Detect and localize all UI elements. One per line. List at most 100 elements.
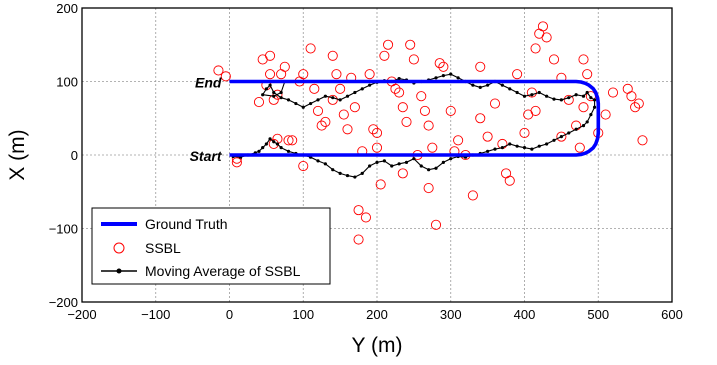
moving-average-point: [508, 87, 512, 91]
moving-average-point: [264, 87, 268, 91]
moving-average-point: [264, 142, 268, 146]
x-tick-label: 100: [292, 307, 314, 322]
moving-average-point: [316, 98, 320, 102]
x-tick-label: −200: [67, 307, 96, 322]
x-tick-label: −100: [141, 307, 170, 322]
moving-average-point: [331, 168, 335, 172]
ssbl-point: [298, 160, 309, 172]
moving-average-point: [478, 85, 482, 89]
moving-average-point: [500, 83, 504, 87]
ssbl-point: [408, 54, 419, 65]
moving-average-point: [268, 137, 272, 141]
ssbl-point: [467, 190, 478, 201]
y-tick-label: −100: [49, 222, 78, 237]
ssbl-point: [279, 61, 290, 72]
moving-average-point: [567, 131, 571, 135]
ssbl-point: [512, 69, 523, 80]
moving-average-point: [338, 98, 342, 102]
ssbl-point: [438, 61, 449, 72]
ssbl-point: [445, 105, 456, 116]
series-layer: [213, 21, 648, 245]
moving-average-point: [353, 90, 357, 95]
moving-average-point: [515, 90, 519, 95]
x-axis-label: Y (m): [352, 334, 403, 357]
x-tick-label: 0: [226, 307, 233, 322]
ssbl-point: [530, 43, 541, 54]
ssbl-point: [320, 116, 331, 127]
ssbl-point: [630, 102, 641, 113]
y-tick-label: 0: [71, 148, 78, 163]
ssbl-point: [548, 54, 560, 65]
ssbl-point: [434, 58, 445, 69]
x-tick-label: 400: [514, 307, 536, 322]
ssbl-point: [578, 102, 589, 113]
moving-average-point: [589, 96, 593, 100]
moving-average-point: [272, 94, 276, 98]
moving-average-point: [449, 72, 453, 76]
moving-average-point: [434, 166, 438, 170]
moving-average-point: [309, 101, 313, 106]
x-tick-label: 500: [587, 307, 609, 322]
ssbl-point: [453, 135, 464, 146]
ssbl-point: [379, 50, 390, 61]
moving-average-point: [272, 90, 276, 95]
legend: Ground Truth SSBL Moving Average of SSBL: [91, 207, 331, 285]
moving-average-point: [279, 90, 283, 95]
ssbl-point: [430, 219, 442, 230]
ssbl-point: [253, 97, 265, 108]
ssbl-point: [383, 39, 394, 50]
moving-average-point: [375, 160, 379, 164]
moving-average-point: [294, 101, 298, 106]
ssbl-point: [338, 109, 349, 120]
ssbl-point: [394, 87, 405, 98]
y-tick-label: −200: [49, 295, 78, 310]
annotation-start: Start: [190, 148, 223, 164]
ssbl-point: [405, 39, 416, 50]
moving-average-point: [441, 74, 445, 78]
x-tick-label: 300: [440, 307, 462, 322]
moving-average-point: [456, 76, 460, 80]
ssbl-point: [220, 71, 231, 82]
ssbl-point: [423, 183, 434, 194]
ssbl-point: [265, 69, 276, 80]
moving-average-point: [592, 98, 597, 102]
moving-average-point: [323, 94, 327, 98]
moving-average-point: [397, 76, 401, 81]
ssbl-point: [633, 98, 644, 109]
moving-average-point: [585, 90, 589, 95]
ssbl-point: [530, 105, 541, 116]
ssbl-point: [427, 142, 438, 153]
moving-average-point: [589, 112, 593, 117]
moving-average-point: [522, 94, 527, 98]
moving-average-point: [345, 173, 350, 178]
moving-average-point: [268, 83, 272, 87]
moving-average-point: [574, 93, 578, 97]
y-tick-label: 100: [56, 75, 78, 90]
ssbl-point: [600, 109, 611, 120]
moving-average-point: [257, 149, 261, 153]
moving-average-point: [592, 105, 597, 109]
moving-average-point: [434, 76, 438, 80]
moving-average-point: [360, 171, 364, 175]
legend-ssbl-label: SSBL: [145, 240, 181, 256]
moving-average-point: [404, 160, 409, 164]
ssbl-point: [556, 131, 567, 142]
ssbl-point: [563, 94, 574, 105]
x-tick-label: 600: [661, 307, 683, 322]
ssbl-point: [401, 116, 412, 127]
ssbl-point: [622, 83, 633, 94]
x-tick-label: 200: [366, 307, 388, 322]
moving-average-point: [338, 171, 342, 175]
moving-average-point: [353, 175, 357, 179]
ssbl-point: [309, 83, 320, 94]
legend-ground-truth-label: Ground Truth: [145, 216, 228, 232]
ssbl-point: [574, 142, 585, 153]
moving-average-point: [574, 127, 578, 131]
annotation-end: End: [195, 75, 222, 91]
ssbl-point: [371, 127, 383, 138]
moving-average-point: [486, 149, 490, 153]
ssbl-point: [327, 50, 338, 61]
y-tick-label: 200: [56, 1, 78, 16]
